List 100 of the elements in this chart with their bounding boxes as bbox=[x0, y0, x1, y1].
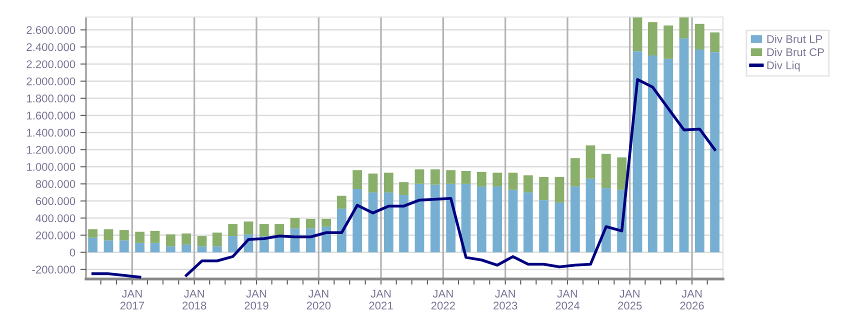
bar bbox=[492, 172, 502, 186]
y-tick-label: 1.800.000 bbox=[27, 94, 76, 102]
bar bbox=[586, 178, 596, 252]
bar bbox=[664, 58, 674, 252]
bar bbox=[166, 234, 176, 246]
bar bbox=[539, 200, 549, 252]
bar bbox=[212, 246, 222, 252]
bar bbox=[710, 52, 720, 252]
bar bbox=[476, 186, 486, 252]
bar bbox=[212, 232, 222, 246]
bar bbox=[446, 184, 456, 252]
x-tick-label: JAN 2023 bbox=[494, 290, 518, 310]
bar bbox=[88, 238, 98, 252]
bar bbox=[88, 229, 98, 238]
legend-label: Div Brut CP bbox=[767, 48, 824, 56]
bar bbox=[150, 242, 160, 252]
bar bbox=[384, 192, 394, 252]
bar bbox=[554, 177, 564, 203]
bar bbox=[664, 26, 674, 59]
bar bbox=[384, 172, 394, 192]
bar bbox=[135, 242, 145, 252]
bar bbox=[274, 224, 284, 236]
bar bbox=[694, 50, 704, 252]
bar bbox=[259, 224, 269, 236]
legend-label: Div Brut LP bbox=[767, 34, 822, 44]
bar bbox=[492, 186, 502, 252]
bar bbox=[306, 218, 316, 228]
bar bbox=[228, 224, 238, 236]
bar bbox=[399, 194, 409, 252]
bar bbox=[446, 170, 456, 184]
bar bbox=[104, 240, 114, 252]
y-tick-label: 2.200.000 bbox=[26, 60, 76, 68]
bar bbox=[601, 154, 611, 188]
x-tick-label: JAN 2020 bbox=[306, 290, 331, 310]
bar bbox=[228, 236, 238, 252]
bar bbox=[430, 184, 440, 252]
bar bbox=[679, 38, 689, 252]
x-tick-label: JAN 2018 bbox=[182, 290, 206, 310]
bar bbox=[648, 56, 658, 252]
bar bbox=[244, 222, 254, 234]
bar bbox=[368, 192, 378, 252]
bar bbox=[352, 170, 362, 189]
bar bbox=[508, 172, 518, 190]
x-tick-label: JAN 2017 bbox=[120, 290, 144, 310]
bar bbox=[414, 169, 424, 184]
bar bbox=[150, 230, 160, 243]
bar bbox=[679, 17, 689, 38]
bar bbox=[570, 186, 580, 252]
bar bbox=[352, 188, 362, 252]
bar bbox=[601, 188, 611, 252]
bar bbox=[539, 177, 549, 200]
bar bbox=[648, 22, 658, 56]
y-tick-label: 0 bbox=[70, 248, 76, 256]
bar bbox=[694, 24, 704, 50]
y-tick-label: 600.000 bbox=[36, 197, 76, 206]
x-tick-label: JAN 2021 bbox=[369, 290, 393, 310]
bar bbox=[523, 175, 533, 192]
bar bbox=[461, 184, 471, 252]
bar bbox=[166, 246, 176, 252]
y-tick-label: 1.000.000 bbox=[27, 163, 76, 171]
y-tick-label: 2.000.000 bbox=[26, 77, 76, 86]
x-tick-label: JAN 2022 bbox=[431, 290, 455, 310]
bar bbox=[336, 208, 346, 252]
bar bbox=[290, 218, 300, 228]
bar bbox=[710, 32, 720, 52]
bar bbox=[135, 232, 145, 243]
y-tick-label: 1.400.000 bbox=[27, 128, 76, 137]
bar bbox=[461, 171, 471, 184]
bar bbox=[119, 230, 129, 240]
y-tick-label: 1.600.000 bbox=[27, 112, 76, 120]
bar bbox=[632, 17, 642, 52]
bar bbox=[414, 184, 424, 252]
bar bbox=[336, 196, 346, 209]
bar bbox=[182, 233, 192, 245]
bar bbox=[368, 174, 378, 192]
y-tick-label: 400.000 bbox=[36, 214, 76, 222]
x-tick-label: JAN 2026 bbox=[680, 290, 704, 310]
bar bbox=[119, 240, 129, 252]
y-tick-label: 200.000 bbox=[36, 231, 76, 240]
bar bbox=[554, 202, 564, 252]
bar bbox=[197, 246, 207, 252]
bar bbox=[399, 182, 409, 195]
bar bbox=[322, 218, 332, 227]
bar bbox=[523, 192, 533, 252]
x-tick-label: JAN 2024 bbox=[556, 290, 580, 310]
bar bbox=[570, 158, 580, 186]
y-tick-label: 800.000 bbox=[36, 180, 76, 188]
bar bbox=[104, 229, 114, 240]
x-tick-label: JAN 2025 bbox=[618, 290, 642, 310]
bar bbox=[182, 244, 192, 252]
bar bbox=[197, 236, 207, 246]
bar bbox=[586, 145, 596, 179]
legend-label: Div Liq bbox=[767, 61, 800, 72]
bar bbox=[430, 169, 440, 185]
y-tick-label: 1.200.000 bbox=[27, 146, 76, 154]
y-tick-label: -200.000 bbox=[32, 266, 76, 274]
y-tick-label: 2.600.000 bbox=[26, 26, 76, 34]
bar bbox=[617, 157, 627, 190]
bar bbox=[476, 172, 486, 186]
y-tick-label: 2.400.000 bbox=[26, 43, 76, 52]
